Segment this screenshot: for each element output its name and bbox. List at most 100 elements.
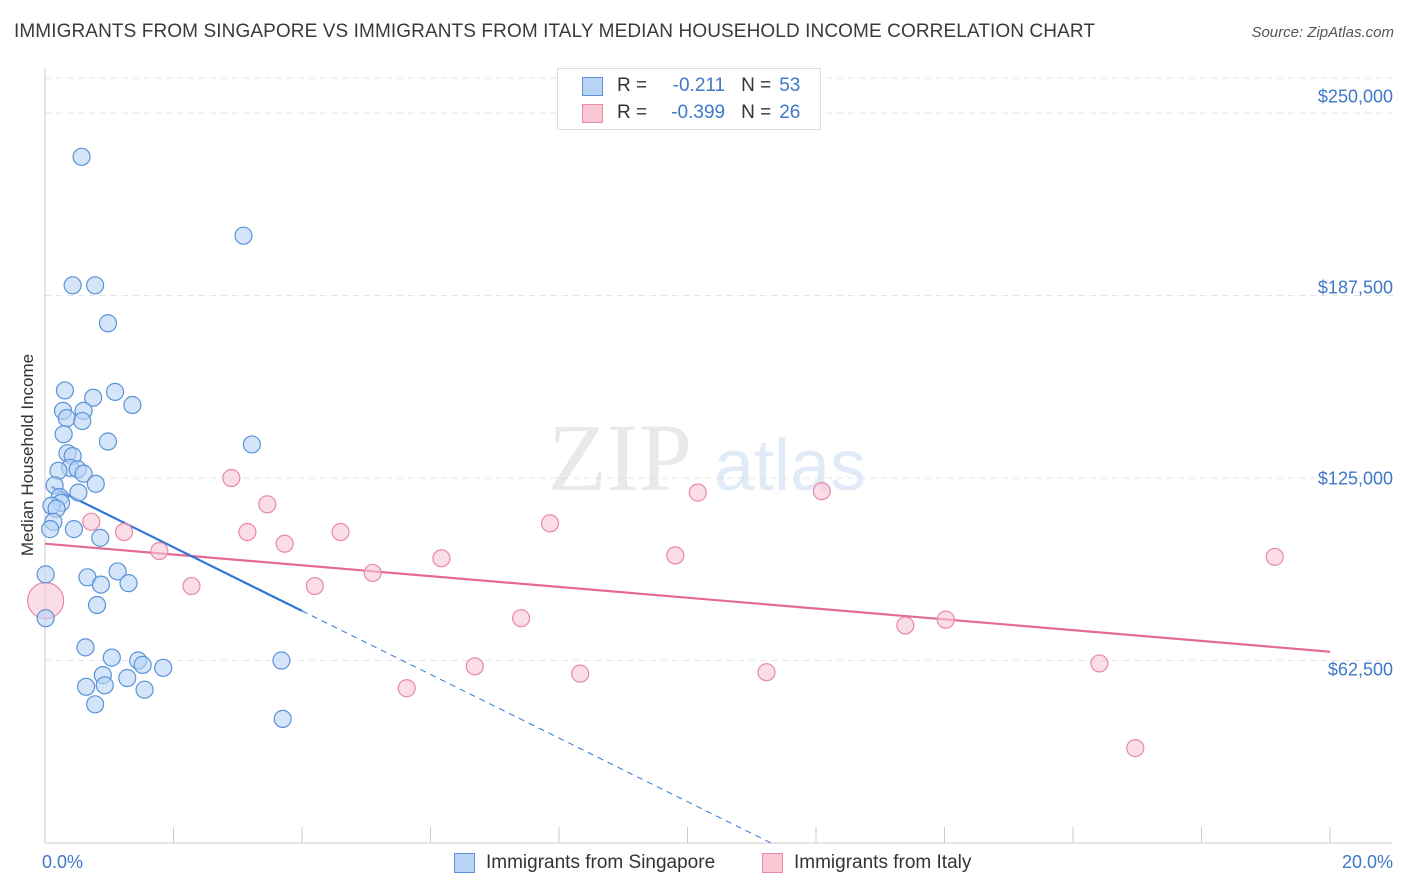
legend-item-italy[interactable]: Immigrants from Italy (762, 852, 971, 874)
italy-point (511, 609, 531, 628)
singapore-point (98, 314, 118, 333)
singapore-point (76, 638, 95, 657)
italy-point (812, 482, 831, 501)
n-label: N = (741, 75, 772, 96)
italy-point (666, 546, 685, 565)
singapore-point (118, 668, 137, 688)
singapore-point (73, 411, 92, 431)
singapore-point (87, 595, 107, 615)
singapore-point (57, 409, 76, 428)
singapore-point (105, 382, 125, 401)
italy-point (275, 534, 294, 553)
singapore-trend-extension (301, 610, 772, 844)
legend-label: Immigrants from Singapore (486, 852, 716, 873)
singapore-swatch (454, 853, 475, 873)
singapore-point (54, 425, 73, 444)
italy-swatch (762, 853, 783, 873)
italy-point (896, 616, 915, 635)
x-tick-label: 0.0% (42, 852, 84, 872)
italy-point (222, 468, 241, 488)
axes (44, 68, 1392, 844)
r-label: R = (617, 75, 648, 96)
singapore-point (64, 520, 84, 539)
singapore-point (77, 677, 96, 696)
watermark: ZIP atlas (548, 404, 866, 511)
singapore-point (273, 709, 292, 729)
italy-point (397, 679, 416, 698)
singapore-point (63, 276, 82, 295)
series-legend: Immigrants from Singapore Immigrants fro… (0, 852, 1406, 878)
italy-point (1265, 547, 1284, 566)
italy-point (331, 522, 350, 542)
italy-point (540, 514, 560, 533)
italy-point (363, 563, 382, 583)
italy-point (150, 541, 169, 561)
singapore-point (108, 562, 127, 581)
singapore-point (74, 464, 93, 483)
singapore-point (234, 226, 253, 245)
italy-point (432, 549, 451, 568)
italy-point (936, 610, 955, 629)
gridlines (45, 77, 1395, 662)
italy-point (1126, 739, 1145, 758)
singapore-point (36, 609, 55, 628)
italy-point (571, 664, 590, 683)
y-axis-label: Median Household Income (18, 353, 37, 557)
singapore-trend-line (50, 485, 303, 612)
chart-title: IMMIGRANTS FROM SINGAPORE VS IMMIGRANTS … (14, 21, 1096, 42)
singapore-point (91, 575, 110, 594)
italy-points (27, 468, 1284, 758)
y-tick-label: $187,500 (1317, 277, 1393, 298)
italy-point (82, 512, 101, 531)
y-tick-label: $125,000 (1317, 468, 1393, 489)
singapore-point (86, 474, 105, 493)
r-label: R = (617, 102, 648, 123)
n-value: 26 (779, 102, 801, 123)
italy-trend-line (44, 542, 1331, 653)
x-tick-label: 20.0% (1341, 852, 1393, 872)
legend-row-singapore: R = -0.211 N = 53 (558, 73, 800, 99)
italy-point (258, 495, 277, 514)
singapore-point (69, 483, 88, 502)
n-label: N = (741, 102, 772, 123)
singapore-point (84, 388, 103, 407)
italy-point (1090, 654, 1109, 673)
r-value: -0.399 (671, 102, 726, 123)
singapore-point (154, 658, 173, 677)
legend-item-singapore[interactable]: Immigrants from Singapore (454, 852, 715, 874)
watermark-atlas: atlas (714, 426, 866, 506)
y-tick-label: $250,000 (1317, 86, 1393, 107)
legend-label: Immigrants from Italy (794, 852, 972, 873)
singapore-swatch (582, 76, 603, 96)
singapore-point (135, 680, 154, 699)
legend-row-italy: R = -0.399 N = 26 (558, 100, 800, 126)
singapore-point (119, 574, 138, 593)
singapore-point (123, 395, 142, 415)
singapore-point (86, 276, 105, 295)
correlation-legend: R = -0.211 N = 53 R = -0.399 N = 26 (557, 68, 821, 130)
singapore-point (36, 565, 55, 584)
singapore-point (91, 528, 110, 547)
r-value: -0.211 (672, 75, 726, 96)
italy-point (238, 522, 257, 542)
source-note: Source: ZipAtlas.com (1251, 24, 1394, 41)
singapore-points (36, 147, 292, 729)
singapore-point (95, 676, 114, 695)
singapore-point (272, 651, 291, 670)
singapore-point (242, 435, 261, 454)
singapore-point (86, 695, 105, 714)
singapore-point (41, 520, 60, 539)
italy-point (182, 576, 201, 596)
singapore-point (55, 381, 75, 400)
singapore-point (98, 432, 118, 451)
watermark-zip: ZIP (548, 404, 692, 511)
singapore-point (133, 655, 152, 674)
italy-point (688, 483, 707, 502)
n-value: 53 (779, 75, 801, 96)
italy-point (114, 522, 134, 542)
italy-point (757, 663, 776, 682)
singapore-point (72, 147, 91, 166)
italy-swatch (582, 103, 603, 123)
trend-lines (44, 485, 1331, 844)
y-tick-label: $62,500 (1327, 659, 1393, 680)
